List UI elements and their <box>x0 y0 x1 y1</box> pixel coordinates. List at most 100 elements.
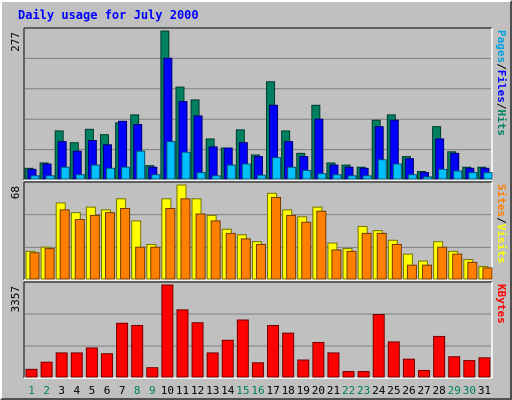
bar-kbytes-day-11 <box>176 309 189 378</box>
legend-entry: / <box>495 103 508 110</box>
bar-sites-day-19 <box>301 221 312 280</box>
bar-pages-day-31 <box>483 172 493 180</box>
bar-sites-day-10 <box>165 208 176 280</box>
x-tick-label-day-29: 29 <box>448 384 461 397</box>
bar-sites-day-15 <box>240 238 251 280</box>
bar-kbytes-day-21 <box>327 352 340 378</box>
bar-kbytes-day-27 <box>418 369 431 378</box>
bar-pages-day-23 <box>362 175 372 180</box>
x-tick-label-day-27: 27 <box>417 384 430 397</box>
x-tick-label-day-2: 2 <box>43 384 50 397</box>
bar-files-day-20 <box>314 118 324 180</box>
x-tick-label-day-8: 8 <box>134 384 141 397</box>
x-tick-label-day-16: 16 <box>251 384 264 397</box>
x-tick-label-day-12: 12 <box>191 384 204 397</box>
bar-kbytes-day-6 <box>100 353 113 378</box>
bar-pages-day-1 <box>30 175 40 180</box>
bar-kbytes-day-23 <box>357 371 370 378</box>
bar-sites-day-6 <box>104 212 115 280</box>
bar-kbytes-day-20 <box>312 341 325 378</box>
bar-sites-day-23 <box>361 232 372 280</box>
bar-kbytes-day-17 <box>267 324 280 378</box>
bar-kbytes-day-13 <box>206 352 219 378</box>
bar-pages-day-28 <box>438 168 448 180</box>
bar-sites-day-31 <box>482 267 493 280</box>
bar-kbytes-day-10 <box>161 284 174 378</box>
bar-sites-day-25 <box>391 243 402 280</box>
x-tick-label-day-18: 18 <box>282 384 295 397</box>
bar-sites-day-14 <box>225 232 236 280</box>
bar-kbytes-day-18 <box>282 332 295 378</box>
bar-sites-day-5 <box>89 214 100 280</box>
x-tick-label-day-13: 13 <box>206 384 219 397</box>
bar-files-day-13 <box>208 146 218 180</box>
bar-kbytes-day-9 <box>146 367 159 378</box>
bar-sites-day-24 <box>376 232 387 280</box>
bar-pages-day-26 <box>407 174 417 180</box>
bar-sites-day-13 <box>210 220 221 280</box>
bar-kbytes-day-26 <box>402 358 415 378</box>
x-tick-label-day-11: 11 <box>176 384 189 397</box>
bar-sites-day-21 <box>331 249 342 280</box>
bar-kbytes-day-1 <box>25 368 38 378</box>
x-tick-label-day-25: 25 <box>387 384 400 397</box>
legend-entry: Pages <box>495 30 508 63</box>
panel-1-max-label: 277 <box>9 32 22 52</box>
bar-sites-day-2 <box>44 248 55 280</box>
bar-kbytes-day-15 <box>236 319 249 378</box>
x-tick-label-day-14: 14 <box>221 384 235 397</box>
bar-sites-day-9 <box>150 246 161 280</box>
bar-kbytes-day-25 <box>387 341 400 378</box>
x-tick-label-day-30: 30 <box>463 384 476 397</box>
bar-sites-day-16 <box>255 243 266 280</box>
bar-pages-day-9 <box>151 174 161 180</box>
bar-pages-day-16 <box>256 174 266 180</box>
x-tick-label-day-6: 6 <box>104 384 111 397</box>
bar-kbytes-day-12 <box>191 322 204 378</box>
bar-kbytes-day-14 <box>221 339 234 378</box>
x-tick-label-day-31: 31 <box>478 384 491 397</box>
legend-entry: Visits <box>495 224 508 264</box>
bar-pages-day-17 <box>272 157 282 180</box>
x-tick-label-day-24: 24 <box>372 384 386 397</box>
x-tick-label-day-9: 9 <box>149 384 156 397</box>
x-tick-label-day-22: 22 <box>342 384 355 397</box>
bar-kbytes-day-30 <box>463 360 476 378</box>
legend-entry: / <box>495 63 508 70</box>
bar-pages-day-5 <box>90 164 100 180</box>
panel-1-legend: Pages/Files/Hits <box>495 30 508 136</box>
bar-pages-day-4 <box>75 174 85 180</box>
legend-entry: / <box>495 217 508 224</box>
x-tick-label-day-3: 3 <box>58 384 65 397</box>
x-tick-label-day-26: 26 <box>402 384 415 397</box>
x-tick-label-day-15: 15 <box>236 384 249 397</box>
bar-pages-day-3 <box>60 166 70 180</box>
bar-kbytes-day-29 <box>448 356 461 378</box>
bar-pages-day-6 <box>105 167 115 180</box>
bar-pages-day-8 <box>136 150 146 180</box>
x-tick-label-day-17: 17 <box>266 384 279 397</box>
legend-entry: Sites <box>495 184 508 217</box>
bar-pages-day-22 <box>347 175 357 180</box>
bar-sites-day-22 <box>346 250 357 280</box>
bar-kbytes-day-22 <box>342 371 355 378</box>
bar-pages-day-21 <box>332 174 342 180</box>
bar-kbytes-day-31 <box>478 357 491 378</box>
bar-sites-day-3 <box>59 209 70 280</box>
bar-pages-day-14 <box>226 164 236 180</box>
bar-kbytes-day-16 <box>251 362 264 378</box>
bar-sites-day-28 <box>437 246 448 280</box>
bar-pages-day-13 <box>211 175 221 180</box>
bar-kbytes-day-28 <box>433 335 446 378</box>
bar-sites-day-1 <box>29 252 40 280</box>
bar-sites-day-27 <box>422 264 433 280</box>
bar-pages-day-18 <box>287 166 297 180</box>
bar-pages-day-29 <box>453 170 463 180</box>
bar-pages-day-20 <box>317 173 327 180</box>
bar-kbytes-day-5 <box>85 347 98 378</box>
bar-pages-day-7 <box>121 166 131 180</box>
bar-pages-day-15 <box>241 163 251 180</box>
x-tick-label-day-1: 1 <box>28 384 35 397</box>
